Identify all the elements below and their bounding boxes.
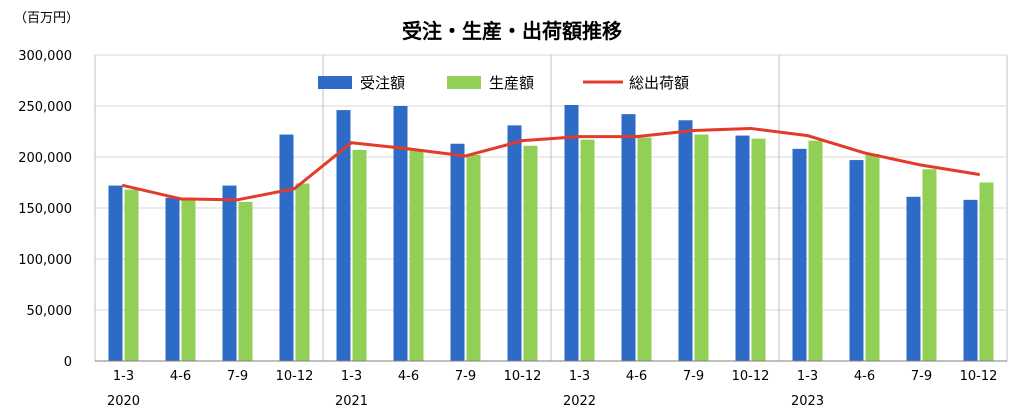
line-point (977, 172, 980, 176)
x-tick-label: 1-3 (113, 369, 134, 384)
bar-orders (279, 134, 294, 361)
bar-orders (507, 125, 522, 361)
line-point (407, 147, 410, 151)
y-tick-label: 300,000 (18, 49, 72, 64)
x-tick-label: 1-3 (797, 369, 818, 384)
bar-production (580, 139, 595, 361)
bar-orders (108, 185, 123, 361)
bar-production (295, 183, 310, 361)
line-point (293, 187, 296, 191)
line-point (521, 139, 524, 143)
bar-orders (393, 106, 408, 361)
y-tick-label: 100,000 (18, 253, 72, 268)
x-tick-label: 10-12 (276, 369, 314, 384)
year-label: 2021 (335, 394, 368, 409)
x-tick-label: 4-6 (398, 369, 419, 384)
bar-orders (450, 143, 465, 361)
y-tick-label: 200,000 (18, 151, 72, 166)
bar-production (124, 189, 139, 361)
line-point (749, 126, 752, 130)
bar-production (808, 140, 823, 361)
bar-orders (678, 120, 693, 361)
bar-production (865, 153, 880, 361)
bar-production (238, 201, 253, 361)
y-tick-label: 50,000 (27, 304, 73, 319)
year-label: 2022 (563, 394, 596, 409)
year-label: 2023 (791, 394, 824, 409)
line-shipments (123, 126, 979, 202)
bar-orders (963, 199, 978, 361)
x-tick-label: 1-3 (341, 369, 362, 384)
bar-orders (165, 197, 180, 361)
bar-production (523, 145, 538, 361)
line-point (635, 135, 638, 139)
line-point (236, 198, 239, 202)
bar-production (181, 197, 196, 361)
bar-production (409, 149, 424, 361)
line-point (920, 163, 923, 167)
line-point (464, 154, 467, 158)
bar-production (751, 138, 766, 361)
chart-title: 受注・生産・出荷額推移 (402, 19, 622, 43)
x-tick-label: 1-3 (569, 369, 590, 384)
legend-label: 総出荷額 (629, 74, 689, 92)
x-tick-label: 4-6 (170, 369, 191, 384)
x-tick-label: 7-9 (683, 369, 704, 384)
x-tick-label: 7-9 (911, 369, 932, 384)
line-point (179, 197, 182, 201)
x-tick-label: 4-6 (854, 369, 875, 384)
x-tick-label: 4-6 (626, 369, 647, 384)
bar-production (352, 149, 367, 361)
bar-production (466, 154, 481, 361)
bar-orders (849, 160, 864, 361)
y-tick-label: 250,000 (18, 100, 72, 115)
bar-orders (336, 110, 351, 361)
line-point (578, 135, 581, 139)
legend-label: 生産額 (489, 74, 534, 92)
y-tick-label: 150,000 (18, 202, 72, 217)
legend-label: 受注額 (360, 74, 405, 92)
line-point (692, 128, 695, 132)
line-point (863, 151, 866, 155)
bar-production (694, 134, 709, 361)
line-point (350, 141, 353, 145)
bar-production (637, 137, 652, 361)
legend-swatch (318, 76, 352, 89)
bar-production (979, 182, 994, 361)
bar-orders (735, 135, 750, 361)
x-tick-label: 10-12 (732, 369, 770, 384)
x-tick-label: 7-9 (227, 369, 248, 384)
x-tick-label: 7-9 (455, 369, 476, 384)
line-point (122, 184, 125, 188)
bar-orders (564, 104, 579, 361)
legend-swatch (447, 76, 481, 89)
bar-orders (906, 196, 921, 361)
line-point (806, 134, 809, 138)
bar-production (922, 169, 937, 361)
year-label: 2020 (107, 394, 140, 409)
x-tick-label: 10-12 (504, 369, 542, 384)
bar-orders (222, 185, 237, 361)
unit-label: （百万円） (14, 11, 79, 26)
x-tick-label: 10-12 (960, 369, 998, 384)
y-tick-label: 0 (64, 355, 72, 370)
bar-orders (621, 114, 636, 361)
bar-orders (792, 148, 807, 361)
